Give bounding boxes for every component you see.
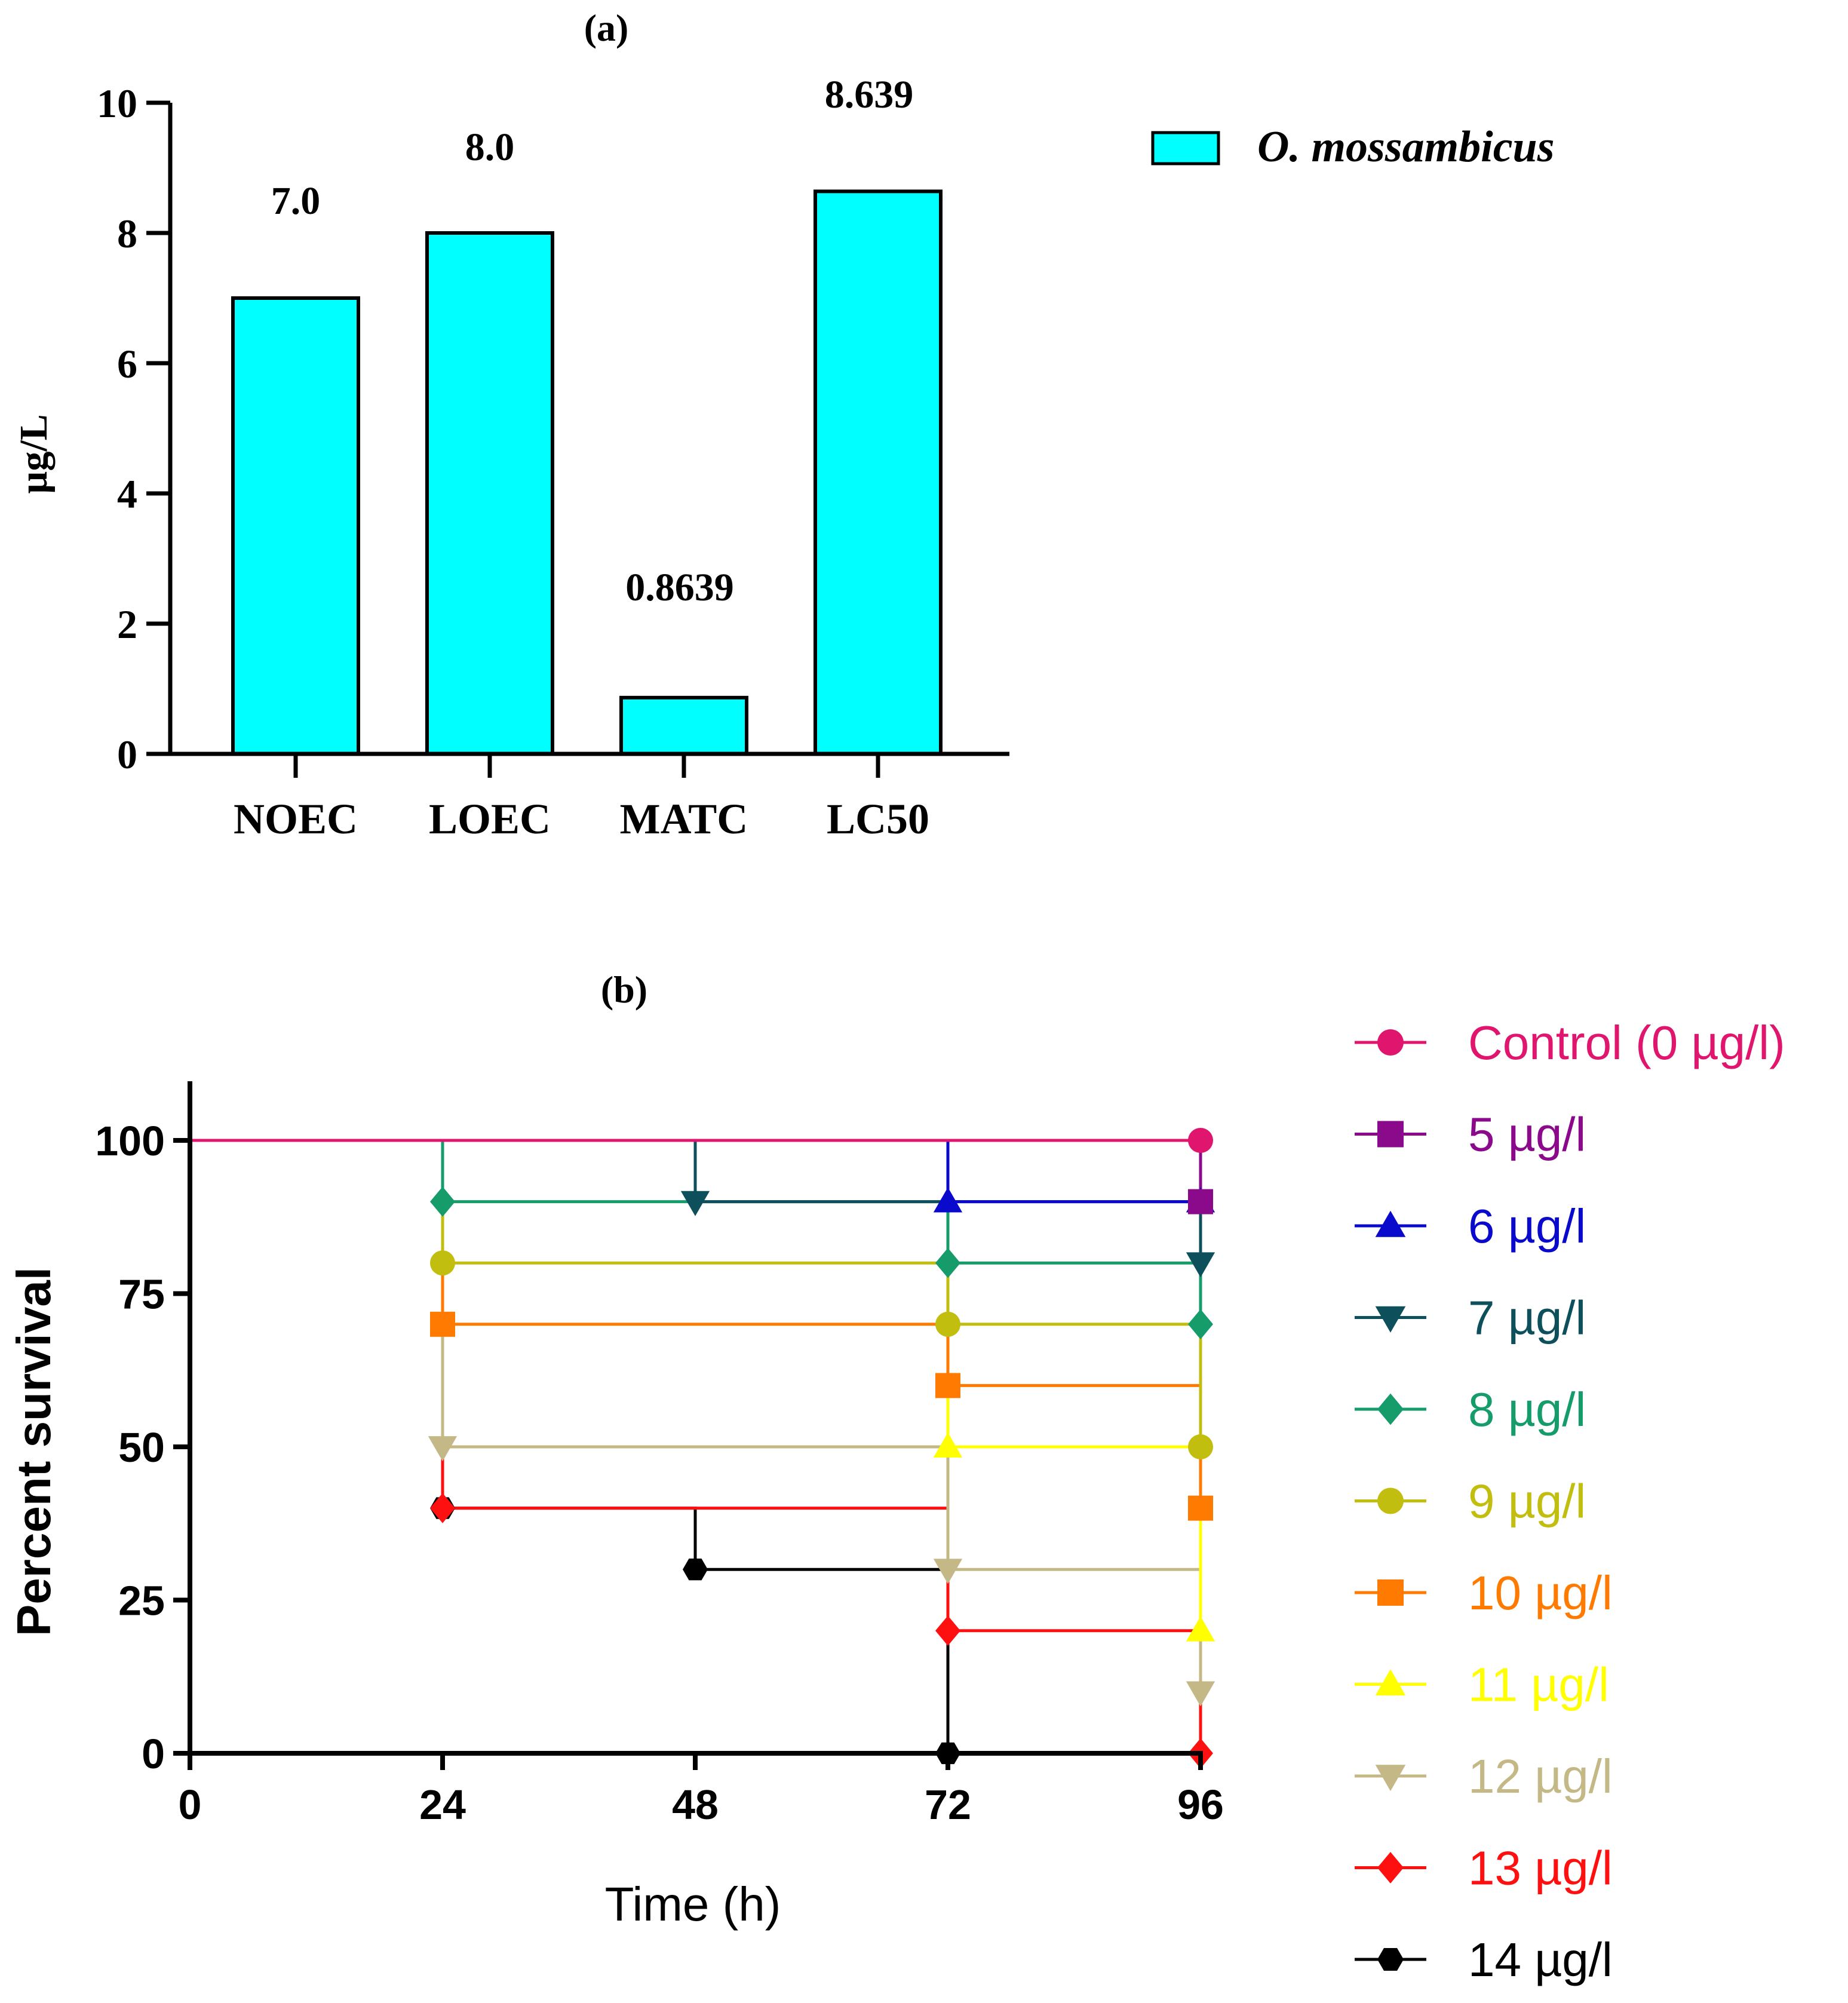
survival-point-10 [683, 1559, 708, 1581]
panel-a-label: (a) [584, 7, 629, 49]
legend-label: 5 µg/l [1468, 1108, 1586, 1161]
data-label-matc: 0.8639 [625, 566, 734, 609]
legend-label: 11 µg/l [1468, 1658, 1609, 1711]
panel-a-y-tick-label: 8 [117, 211, 137, 256]
bar-matc [619, 695, 748, 756]
panel-a-y-axis-label: µg/L [12, 414, 56, 493]
legend-label: 10 µg/l [1468, 1566, 1613, 1619]
panel-a-category-label-noec: NOEC [234, 795, 358, 843]
panel-b-label: (b) [601, 968, 647, 1011]
legend-label: 14 µg/l [1468, 1933, 1613, 1986]
legend-marker [1377, 1393, 1404, 1425]
bar-loec [425, 231, 554, 756]
panel-b-y-tick-label: 25 [118, 1578, 165, 1624]
survival-point-8 [1186, 1681, 1215, 1707]
panel-b-x-axis-label: Time (h) [605, 1878, 781, 1931]
survival-point-8 [428, 1436, 458, 1462]
legend-entry-1: 5 µg/l [1355, 1108, 1586, 1161]
survival-point-5 [430, 1250, 455, 1276]
panel-b-y-tick-label: 0 [142, 1731, 165, 1777]
panel-b-y-tick-label: 50 [118, 1424, 165, 1471]
legend-label: 12 µg/l [1468, 1750, 1613, 1803]
legend-marker [1375, 1669, 1406, 1696]
legend-entry-9: 13 µg/l [1355, 1842, 1613, 1895]
panel-b-survival-chart: (b) 0 25 50 75 100 0 24 48 72 96 Percent survival… [7, 968, 1785, 1986]
panel-a-y-tick-label: 0 [117, 732, 137, 777]
panel-b-y-tick-label: 100 [95, 1118, 165, 1164]
legend-marker [1375, 1306, 1406, 1333]
panel-a-y-tick-label: 10 [97, 81, 137, 126]
legend-entry-10: 14 µg/l [1355, 1933, 1613, 1986]
legend-label: 9 µg/l [1468, 1475, 1586, 1528]
survival-point-6 [935, 1373, 960, 1398]
survival-curve-8 [190, 1139, 1202, 1692]
survival-point-4 [935, 1248, 960, 1278]
panel-a-category-label-loec: LOEC [429, 795, 551, 843]
legend-entry-4: 8 µg/l [1355, 1383, 1586, 1436]
panel-a-legend-label: O. mossambicus [1257, 122, 1555, 171]
survival-point-9 [935, 1615, 960, 1646]
legend-marker [1375, 1210, 1406, 1237]
panel-b-y-axis-label: Percent survival [7, 1267, 60, 1636]
legend-entry-5: 9 µg/l [1355, 1475, 1586, 1528]
survival-point-8 [933, 1559, 963, 1584]
legend-label: 6 µg/l [1468, 1200, 1586, 1253]
panel-a-category-label-matc: MATC [620, 795, 748, 843]
panel-a-y-tick-label: 2 [117, 602, 137, 647]
survival-point-4 [430, 1186, 455, 1217]
data-label-loec: 8.0 [465, 125, 515, 169]
panel-a-legend-swatch [1151, 131, 1220, 165]
bar-lc50 [814, 189, 943, 756]
panel-b-x-tick-label: 72 [925, 1781, 971, 1828]
survival-point-7 [933, 1432, 963, 1458]
panel-a-category-label-lc50: LC50 [827, 795, 929, 843]
legend-marker [1377, 1487, 1404, 1514]
panel-b-x-tick-label: 48 [672, 1781, 719, 1828]
panel-a-y-tick-label: 6 [117, 341, 137, 387]
legend-entry-6: 10 µg/l [1355, 1566, 1613, 1619]
legend-label: Control (0 µg/l) [1468, 1016, 1785, 1069]
legend-marker [1377, 1029, 1404, 1056]
survival-point-7 [1186, 1616, 1215, 1642]
legend-label: 8 µg/l [1468, 1383, 1586, 1436]
panel-b-y-tick-label: 75 [118, 1271, 165, 1318]
legend-marker [1377, 1579, 1404, 1606]
survival-point-3 [1186, 1252, 1215, 1278]
panel-b-x-tick-label: 96 [1177, 1781, 1224, 1828]
legend-label: 13 µg/l [1468, 1842, 1613, 1895]
legend-marker [1377, 1121, 1404, 1148]
data-label-noec: 7.0 [271, 179, 321, 223]
panel-b-x-tick-label: 0 [179, 1781, 202, 1828]
data-label-lc50: 8.639 [825, 73, 914, 116]
panel-a-y-tick-label: 4 [117, 471, 137, 517]
legend-label: 7 µg/l [1468, 1292, 1586, 1345]
survival-point-1 [1188, 1189, 1213, 1214]
legend-entry-0: Control (0 µg/l) [1355, 1016, 1785, 1069]
legend-marker [1377, 1852, 1404, 1884]
survival-point-3 [680, 1191, 710, 1216]
legend-entry-7: 11 µg/l [1355, 1658, 1609, 1711]
bar-noec [231, 296, 360, 756]
panel-b-x-tick-label: 24 [419, 1781, 466, 1828]
legend-entry-3: 7 µg/l [1355, 1292, 1586, 1345]
survival-point-5 [1188, 1434, 1213, 1459]
survival-point-4 [1188, 1309, 1213, 1339]
legend-marker [1375, 1765, 1406, 1792]
survival-point-6 [430, 1311, 455, 1337]
legend-entry-2: 6 µg/l [1355, 1200, 1586, 1253]
panel-a-bar-chart: (a) 7.0 8.0 0.8639 8.639 0 2 4 6 8 10 NOEC LOEC MAT… [12, 7, 1555, 843]
survival-point-6 [1188, 1495, 1213, 1521]
survival-point-2 [933, 1187, 963, 1213]
legend-entry-8: 12 µg/l [1355, 1750, 1613, 1803]
survival-point-5 [935, 1311, 960, 1337]
survival-point-9 [430, 1493, 455, 1523]
legend-marker [1377, 1947, 1404, 1971]
survival-point-0 [1188, 1128, 1213, 1153]
